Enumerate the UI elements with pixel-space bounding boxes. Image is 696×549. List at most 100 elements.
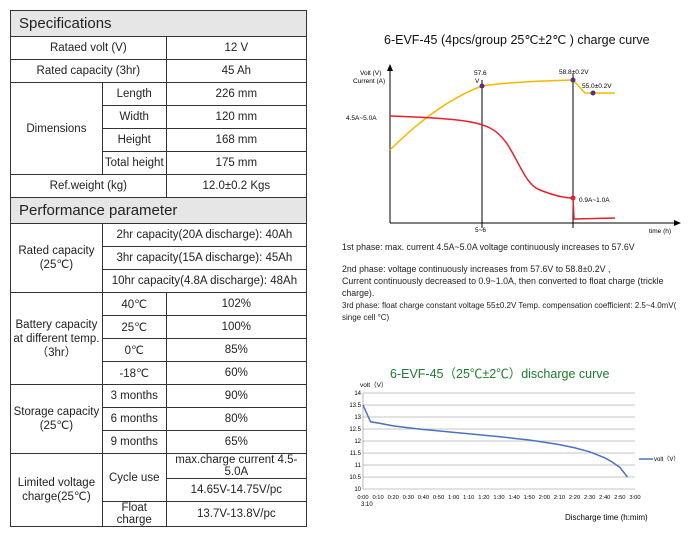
length-label: Length (101, 82, 167, 106)
x-tick-label: 1:10 (463, 495, 474, 501)
label-0-9a: 0.9A~1.0A (579, 197, 610, 204)
temp-cell: 0℃ (101, 338, 167, 362)
phase3-text: 3rd phase: float charge constant voltage… (342, 301, 677, 322)
marker-57-6 (479, 83, 485, 89)
marker-58-8 (570, 77, 576, 83)
discharge-chart-title: 6-EVF-45（25℃±2℃）discharge curve (390, 367, 610, 381)
phase1-text: 1st phase: max. current 4.5A~5.0A voltag… (342, 242, 635, 252)
charge-chart-title: 6-EVF-45 (4pcs/group 25℃±2℃ ) charge cur… (384, 33, 650, 47)
x-tick-label: 1:50 (524, 495, 535, 501)
temp-cell: 40℃ (101, 292, 167, 316)
rated-cap-row: 3hr capacity(15A discharge): 45Ah (101, 246, 308, 270)
weight-value: 12.0±0.2 Kgs (165, 174, 308, 198)
y-tick-label: 13 (354, 415, 361, 421)
width-label: Width (101, 105, 167, 129)
limited-voltage-label: Limited voltage charge(25℃) (10, 453, 103, 527)
storage-value: 65% (165, 430, 308, 454)
y-tick-label: 11 (355, 463, 362, 469)
label-58-8: 58.8±0.2V (559, 69, 589, 76)
x-tick-label: 1:20 (478, 495, 489, 501)
x-tick-label: 2:20 (569, 495, 580, 501)
x-tick-label: 1:00 (448, 495, 459, 501)
rated-capacity-value: 45 Ah (165, 59, 308, 83)
rated-volt-value: 12 V (165, 36, 308, 60)
y-label-volt: Volt (V) (360, 70, 381, 77)
x-tick-label: 2:10 (554, 495, 565, 501)
y-label-current: Current (A) (353, 78, 385, 85)
length-value: 226 mm (165, 82, 308, 106)
x-tick-label: 2:30 (584, 495, 595, 501)
x-tick-label: 0:50 (433, 495, 444, 501)
x-tick-label: 3:00 (629, 495, 640, 501)
float-charge-label: Float charge (101, 501, 167, 527)
current-curve (389, 115, 616, 220)
discharge-chart: volt（V） 0:00 0:10 0:20 0:30 0:40 0:50 1:00 1:10… (349, 381, 679, 522)
storage-period: 3 months (101, 384, 167, 408)
rated-cap-label: Rated capacity (25℃) (10, 223, 103, 293)
x-tick-label: 0:30 (403, 495, 414, 501)
cycle-row: max.charge current 4.5-5.0A (165, 453, 308, 479)
total-height-value: 175 mm (165, 151, 308, 175)
dimensions-label: Dimensions (10, 82, 103, 175)
label-5-6: 5~6 (475, 227, 486, 234)
x-tick-label: 0:40 (418, 495, 429, 501)
marker-current-end (570, 195, 576, 201)
x-tick-label: 0:20 (388, 495, 399, 501)
legend-label: volt（V） (654, 456, 679, 463)
y-tick-label: 10.5 (349, 475, 361, 481)
label-v: V (475, 78, 480, 85)
float-charge-value: 13.7V-13.8V/pc (165, 501, 308, 527)
specifications-table: Specifications Rataed volt (V) 12 V Rated… (10, 10, 308, 527)
storage-value: 80% (165, 407, 308, 431)
label-57-6: 57.6 (474, 70, 487, 77)
rated-capacity-label: Rated capacity (3hr) (10, 59, 167, 83)
y-axis-arrow (387, 64, 393, 71)
temp-cell: -18℃ (101, 361, 167, 385)
storage-period: 6 months (101, 407, 167, 431)
battery-cap-label: Battery capacity at different temp. （3hr… (10, 292, 103, 385)
x-tick-label: 2:40 (599, 495, 610, 501)
specifications-header: Specifications (10, 10, 307, 37)
y-tick-label: 10 (354, 487, 361, 493)
storage-period: 9 months (101, 430, 167, 454)
temp-value: 102% (165, 292, 308, 316)
x-axis-arrow (674, 220, 681, 226)
weight-label: Ref.weight (kg) (10, 174, 167, 198)
storage-value: 90% (165, 384, 308, 408)
volt-series-line (362, 404, 629, 478)
cycle-use-label: Cycle use (101, 453, 167, 502)
discharge-y-label: volt（V） (360, 381, 387, 389)
x-tick-label: 1:30 (493, 495, 504, 501)
voltage-curve (389, 79, 615, 151)
height-value: 168 mm (165, 128, 308, 152)
temp-cell: 25℃ (101, 315, 167, 339)
phase2-text-a: 2nd phase: voltage continuously increase… (342, 264, 611, 274)
rated-cap-row: 10hr capacity(4.8A discharge): 48Ah (101, 269, 308, 293)
time-h-label: time (h) (649, 228, 671, 235)
y-tick-label: 14 (354, 391, 361, 397)
x-tick-label: 1:40 (508, 495, 519, 501)
charge-curve-diagram: Volt (V) Current (A) 4.5A~5.0A 57.6 V 58… (346, 64, 681, 235)
performance-header: Performance parameter (10, 197, 307, 224)
x-tick-extra: 3:10 (361, 502, 373, 508)
width-value: 120 mm (165, 105, 308, 129)
x-tick-label: 0:00 (357, 495, 368, 501)
temp-value: 60% (165, 361, 308, 385)
temp-value: 100% (165, 315, 308, 339)
height-label: Height (101, 128, 167, 152)
y-tick-label: 12 (354, 439, 361, 445)
x-tick-label: 0:10 (372, 495, 383, 501)
marker-55-0 (590, 90, 596, 96)
x-tick-label: 2:50 (614, 495, 625, 501)
temp-value: 85% (165, 338, 308, 362)
phase2-text-b: Current continuously decreased to 0.9~1.… (342, 276, 664, 298)
current-label: 4.5A~5.0A (346, 115, 377, 122)
label-55-0: 55.0±0.2V (582, 83, 612, 90)
total-height-label: Total height (101, 151, 167, 175)
storage-label: Storage capacity (25℃) (10, 384, 103, 454)
rated-volt-label: Rataed volt (V) (10, 36, 167, 60)
discharge-x-label: Discharge time (h:mim) (565, 513, 648, 522)
cycle-row: 14.65V-14.75V/pc (165, 478, 308, 502)
y-tick-label: 12.5 (349, 427, 361, 433)
y-tick-label: 11.5 (350, 451, 362, 457)
